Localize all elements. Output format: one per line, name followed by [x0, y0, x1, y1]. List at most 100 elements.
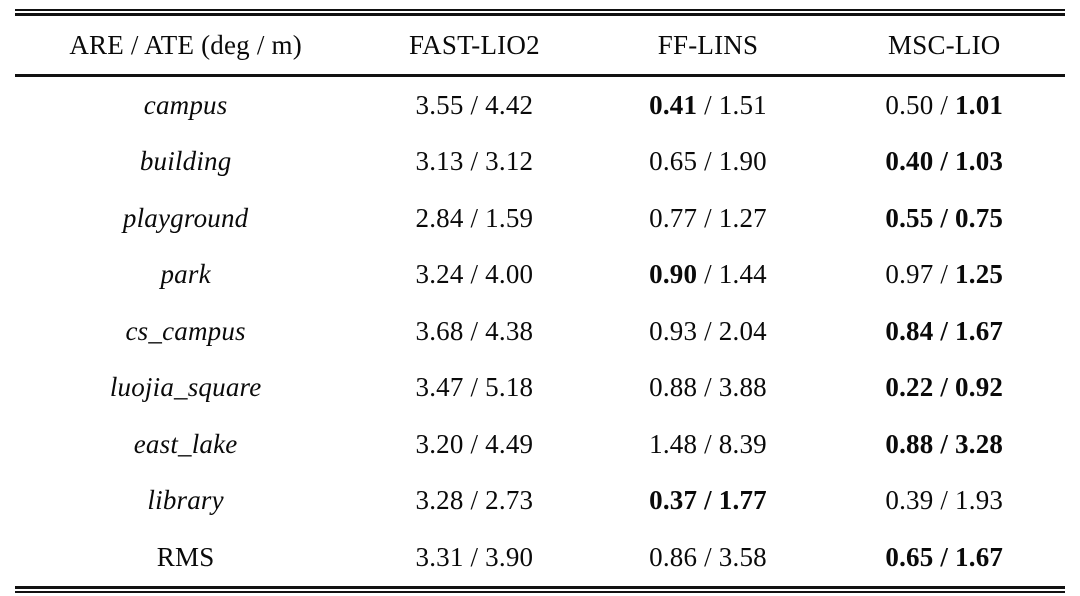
metric-cell: 0.65 / 1.90: [593, 134, 824, 191]
ate-value: 2.73: [485, 485, 534, 516]
ate-value: 1.44: [718, 259, 767, 290]
are-ate-results-table: ARE / ATE (deg / m) FAST-LIO2 FF-LINS MS…: [15, 16, 1065, 586]
metric-cell: 2.84 / 1.59: [356, 190, 592, 247]
metric-cell: 0.37 / 1.77: [593, 473, 824, 530]
ate-value: 3.28: [955, 428, 1004, 459]
ate-value: 8.39: [718, 428, 767, 459]
value-separator: /: [463, 202, 486, 233]
value-separator: /: [463, 259, 486, 290]
table-row-east_lake: east_lake 3.20 / 4.49 1.48 / 8.39 0.88 / 3.…: [15, 416, 1065, 473]
metric-cell: 3.24 / 4.00: [356, 247, 592, 304]
are-value: 0.55: [885, 202, 934, 233]
value-separator: /: [697, 89, 719, 120]
value-separator: /: [933, 541, 956, 572]
table-row-cs_campus: cs_campus 3.68 / 4.38 0.93 / 2.04 0.84 / 1.…: [15, 303, 1065, 360]
value-separator: /: [697, 259, 719, 290]
ate-value: 3.90: [485, 541, 534, 572]
are-value: 0.86: [649, 541, 698, 572]
are-value: 3.55: [415, 89, 464, 120]
metric-cell: 3.47 / 5.18: [356, 360, 592, 417]
metric-cell: 1.48 / 8.39: [593, 416, 824, 473]
ate-value: 3.58: [718, 541, 767, 572]
are-value: 2.84: [415, 202, 464, 233]
row-label: RMS: [156, 541, 215, 572]
row-label: luojia_square: [109, 372, 262, 403]
are-value: 0.84: [885, 315, 934, 346]
table-row-park: park 3.24 / 4.00 0.90 / 1.44 0.97 / 1.25: [15, 247, 1065, 304]
bottom-double-rule: [15, 585, 1065, 593]
metric-cell: 3.31 / 3.90: [356, 529, 592, 586]
value-separator: /: [463, 315, 486, 346]
metric-cell: 0.77 / 1.27: [593, 190, 824, 247]
value-separator: /: [933, 89, 956, 120]
ate-value: 1.59: [485, 202, 534, 233]
column-header-fast-lio2: FAST-LIO2: [356, 16, 593, 77]
are-value: 0.90: [649, 259, 698, 290]
value-separator: /: [463, 372, 486, 403]
ate-value: 0.92: [955, 372, 1004, 403]
column-header-ff-lins: FF-LINS: [592, 16, 824, 77]
ate-value: 1.01: [955, 89, 1004, 120]
metric-cell: 0.41 / 1.51: [593, 76, 824, 134]
value-separator: /: [697, 428, 719, 459]
metric-cell: 0.40 / 1.03: [824, 134, 1066, 191]
are-value: 0.41: [649, 89, 698, 120]
row-label: east_lake: [133, 428, 238, 459]
metric-cell: 0.86 / 3.58: [593, 529, 824, 586]
are-value: 0.97: [885, 259, 934, 290]
value-separator: /: [463, 89, 486, 120]
are-value: 0.65: [649, 146, 698, 177]
ate-value: 1.93: [955, 485, 1004, 516]
row-label: campus: [143, 89, 228, 120]
are-value: 0.93: [649, 315, 698, 346]
ate-value: 1.77: [718, 485, 767, 516]
table-row-playground: playground 2.84 / 1.59 0.77 / 1.27 0.55 / 0…: [15, 190, 1065, 247]
are-value: 0.50: [885, 89, 934, 120]
ate-value: 1.27: [718, 202, 767, 233]
value-separator: /: [697, 146, 719, 177]
ate-value: 4.49: [485, 428, 534, 459]
are-value: 0.65: [885, 541, 934, 572]
top-double-rule: [15, 9, 1065, 16]
table-row-building: building 3.13 / 3.12 0.65 / 1.90 0.40 / 1.0…: [15, 134, 1065, 191]
metric-cell: 0.39 / 1.93: [824, 473, 1066, 530]
are-value: 0.88: [885, 428, 934, 459]
are-value: 3.68: [415, 315, 464, 346]
metric-cell: 3.68 / 4.38: [356, 303, 592, 360]
are-value: 3.28: [415, 485, 464, 516]
value-separator: /: [697, 485, 719, 516]
ate-value: 1.90: [718, 146, 767, 177]
metric-cell: 3.13 / 3.12: [356, 134, 592, 191]
metric-cell: 0.90 / 1.44: [593, 247, 824, 304]
table-row-RMS: RMS 3.31 / 3.90 0.86 / 3.58 0.65 / 1.67: [15, 529, 1065, 586]
row-label: library: [147, 485, 224, 516]
column-header-metric: ARE / ATE (deg / m): [15, 16, 357, 77]
value-separator: /: [463, 541, 486, 572]
table-row-campus: campus 3.55 / 4.42 0.41 / 1.51 0.50 / 1.01: [15, 76, 1065, 134]
value-separator: /: [463, 485, 486, 516]
are-value: 3.24: [415, 259, 464, 290]
metric-cell: 0.50 / 1.01: [824, 76, 1066, 134]
row-label: park: [160, 259, 211, 290]
value-separator: /: [933, 259, 956, 290]
metric-cell: 0.93 / 2.04: [593, 303, 824, 360]
are-value: 0.22: [885, 372, 934, 403]
metric-cell: 0.88 / 3.28: [824, 416, 1066, 473]
ate-value: 5.18: [485, 372, 534, 403]
ate-value: 1.25: [955, 259, 1004, 290]
metric-cell: 0.55 / 0.75: [824, 190, 1066, 247]
metric-cell: 3.55 / 4.42: [356, 76, 592, 134]
value-separator: /: [697, 315, 719, 346]
are-value: 0.88: [649, 372, 698, 403]
value-separator: /: [697, 372, 719, 403]
are-value: 3.20: [415, 428, 464, 459]
table-row-luojia_square: luojia_square 3.47 / 5.18 0.88 / 3.88 0.22 …: [15, 360, 1065, 417]
are-value: 0.40: [885, 146, 934, 177]
ate-value: 0.75: [955, 202, 1004, 233]
are-value: 3.13: [415, 146, 464, 177]
value-separator: /: [463, 146, 486, 177]
metric-cell: 3.20 / 4.49: [356, 416, 592, 473]
table-row-library: library 3.28 / 2.73 0.37 / 1.77 0.39 / 1.93: [15, 473, 1065, 530]
are-value: 3.31: [415, 541, 464, 572]
